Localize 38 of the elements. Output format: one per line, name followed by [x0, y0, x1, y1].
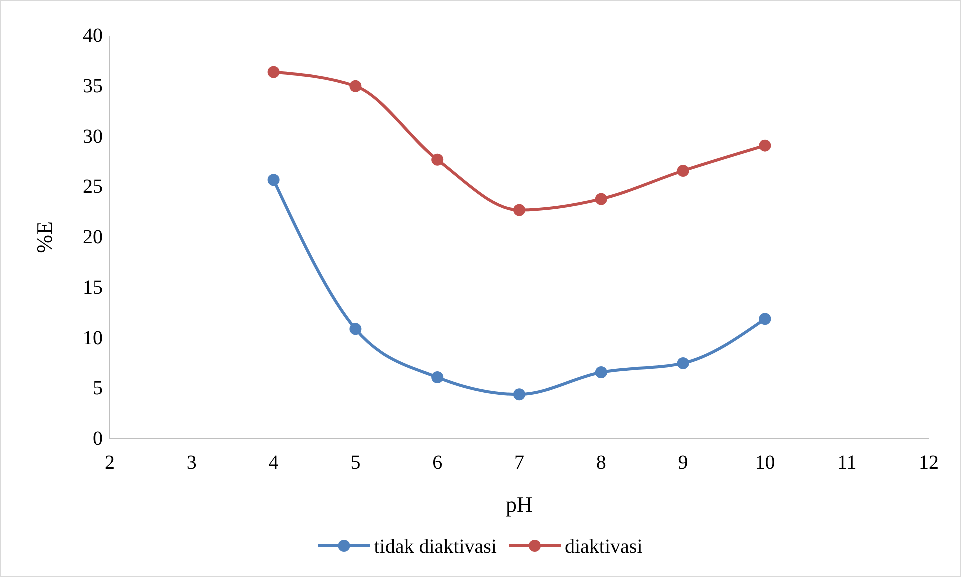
- x-tick-label: 8: [596, 452, 606, 474]
- y-tick-label: 0: [93, 428, 103, 450]
- point: [677, 165, 690, 178]
- y-tick-label: 5: [93, 378, 103, 400]
- y-tick-label: 30: [83, 126, 103, 148]
- point: [268, 66, 280, 78]
- x-tick-label: 12: [919, 452, 939, 474]
- point: [759, 140, 772, 152]
- point: [514, 388, 526, 401]
- x-tick-label: 3: [186, 452, 197, 474]
- point: [432, 372, 444, 384]
- legend-label: tidak diaktivasi: [374, 536, 498, 558]
- x-axis-title: pH: [506, 492, 534, 517]
- x-tick-label: 2: [105, 452, 115, 474]
- point: [432, 154, 444, 166]
- x-tick-label: 10: [755, 452, 776, 474]
- y-tick-label: 10: [83, 327, 103, 350]
- x-tick-label: 11: [837, 452, 857, 474]
- point: [350, 323, 362, 336]
- legend-label: diaktivasi: [565, 536, 644, 558]
- y-tick-label: 20: [83, 226, 103, 248]
- x-tick-label: 6: [432, 452, 443, 474]
- x-tick-label: 5: [350, 452, 361, 474]
- point: [595, 193, 608, 206]
- point: [268, 174, 280, 186]
- point: [350, 80, 362, 92]
- y-tick-label: 40: [83, 25, 103, 47]
- y-tick-label: 35: [83, 75, 103, 98]
- point: [677, 357, 690, 370]
- y-tick-label: 25: [83, 176, 103, 198]
- point: [595, 366, 608, 379]
- x-tick-label: 9: [678, 452, 688, 474]
- x-tick-label: 4: [268, 452, 279, 474]
- point: [759, 313, 772, 326]
- y-axis-title: %E: [32, 222, 57, 254]
- x-tick-label: 7: [514, 452, 524, 474]
- y-tick-label: 15: [83, 276, 103, 299]
- point: [514, 204, 526, 216]
